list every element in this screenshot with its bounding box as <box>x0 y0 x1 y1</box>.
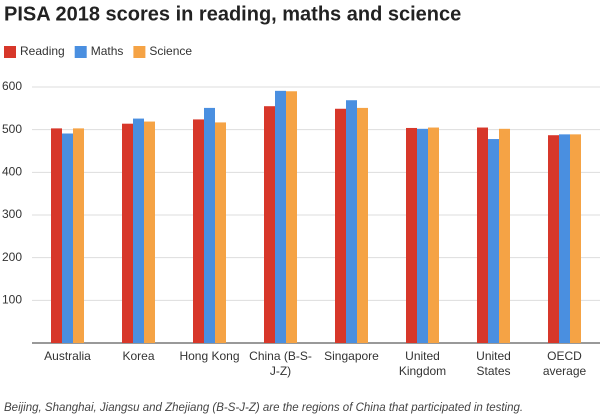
x-tick-label-box: Singapore <box>324 349 379 363</box>
bar <box>62 133 73 343</box>
bar <box>133 118 144 343</box>
bar <box>548 135 559 343</box>
x-tick-label: OECD average <box>542 349 587 378</box>
bar <box>204 107 215 343</box>
x-tick-label: Singapore <box>324 349 379 363</box>
y-tick-label: 400 <box>2 165 22 179</box>
bar <box>428 127 439 344</box>
legend-swatch <box>133 46 146 58</box>
x-tick-label-box: Australia <box>44 349 91 363</box>
x-tick-label-box: United States <box>476 349 511 378</box>
bar <box>335 108 346 343</box>
x-tick-label-box: Hong Kong <box>179 349 240 363</box>
bar <box>417 128 428 343</box>
bar <box>215 122 226 343</box>
y-tick-label: 500 <box>2 122 22 136</box>
legend-swatch <box>74 46 87 58</box>
x-tick-label-box: United Kingdom <box>398 349 447 378</box>
x-tick-label: United States <box>476 349 511 378</box>
x-tick-label-box: OECD average <box>542 349 587 378</box>
bar <box>477 127 488 344</box>
bar <box>357 107 368 343</box>
x-tick-label-box: Korea <box>122 349 155 363</box>
legend-label: Science <box>149 44 192 58</box>
x-tick-label: Hong Kong <box>179 349 240 363</box>
y-tick-label: 200 <box>2 250 22 264</box>
bar <box>51 128 62 343</box>
x-tick-label: United Kingdom <box>398 349 447 378</box>
caption: Beijing, Shanghai, Jiangsu and Zhejiang … <box>4 402 523 414</box>
chart-title: PISA 2018 scores in reading, maths and s… <box>4 3 461 25</box>
bar <box>264 106 275 343</box>
x-tick-label: China (B-S-J-Z) <box>249 349 312 378</box>
y-tick-label: 600 <box>2 79 22 93</box>
bar <box>275 90 286 343</box>
legend-swatch <box>4 46 16 58</box>
x-tick-label-box: China (B-S-J-Z) <box>249 349 312 378</box>
bar <box>144 121 155 343</box>
bar <box>559 134 570 343</box>
bar <box>406 127 417 344</box>
y-tick-label: 300 <box>2 207 22 221</box>
legend-label: Maths <box>91 44 124 58</box>
bar <box>122 123 133 344</box>
bar <box>570 134 581 343</box>
y-tick-label: 100 <box>2 293 22 307</box>
bar <box>488 139 499 343</box>
x-tick-label: Korea <box>122 349 155 363</box>
legend-label: Reading <box>20 44 65 58</box>
bar <box>499 128 510 343</box>
bar <box>73 128 84 343</box>
bar <box>286 91 297 344</box>
bar <box>193 119 204 343</box>
bar <box>346 100 357 343</box>
x-tick-label: Australia <box>44 349 91 363</box>
